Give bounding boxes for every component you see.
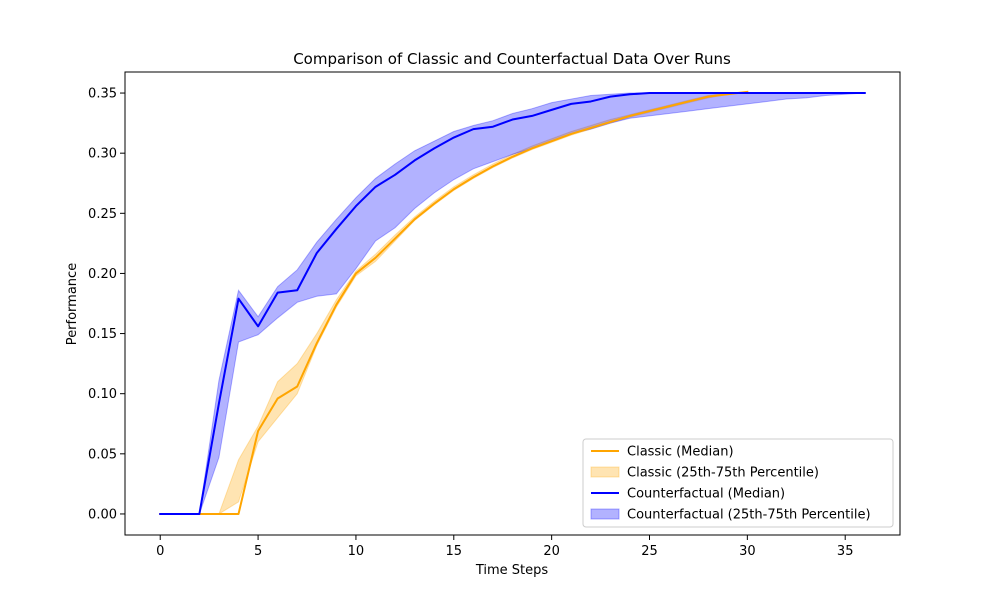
x-axis-label: Time Steps [475, 563, 549, 578]
plot-frame [124, 71, 901, 536]
axes: 0 5 10 15 20 25 30 35 0.00 0.05 0.10 0.15 0.20 0.25 0.… [88, 71, 901, 559]
line-counterfactual-median [159, 92, 866, 515]
line-classic-median [159, 90, 749, 515]
legend-label-counterfactual-median: Counterfactual (Median) [627, 487, 785, 502]
x-tick-label: 10 [348, 544, 365, 559]
y-tick-label: 0.35 [88, 87, 117, 102]
legend-label-classic-25th-75th-percentile: Classic (25th-75th Percentile) [627, 466, 819, 481]
x-tick-label: 15 [446, 544, 463, 559]
x-tick-label: 30 [739, 544, 756, 559]
y-tick-label: 0.25 [88, 207, 117, 222]
plot-area [159, 90, 866, 515]
y-tick-label: 0.10 [88, 387, 117, 402]
x-tick-label: 5 [254, 544, 262, 559]
y-axis-label: Performance [65, 263, 80, 345]
legend-swatch-counterfactual-25th-75th-percentile [590, 508, 620, 520]
legend-label-counterfactual-25th-75th-percentile: Counterfactual (25th-75th Percentile) [627, 508, 871, 523]
x-tick-label: 20 [543, 544, 560, 559]
legend-swatch-classic-25th-75th-percentile [590, 466, 620, 478]
y-tick-label: 0.00 [88, 507, 117, 522]
x-tick-label: 25 [641, 544, 658, 559]
x-tick-label: 35 [837, 544, 854, 559]
legend-label-classic-median: Classic (Median) [627, 445, 734, 460]
y-tick-label: 0.20 [88, 267, 117, 282]
y-tick-label: 0.15 [88, 327, 117, 342]
legend-box [582, 438, 894, 528]
legend: Classic (Median) Classic (25th-75th Perce… [582, 438, 894, 528]
x-tick-label: 0 [156, 544, 164, 559]
chart-title: Comparison of Classic and Counterfactual… [293, 50, 731, 68]
y-tick-label: 0.05 [88, 447, 117, 462]
y-tick-label: 0.30 [88, 147, 117, 162]
